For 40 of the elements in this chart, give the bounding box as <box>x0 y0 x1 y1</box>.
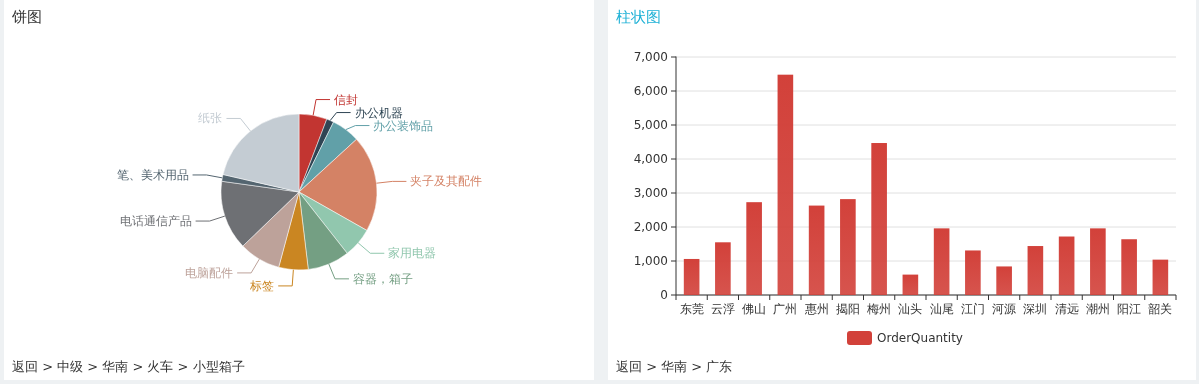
y-tick-label: 0 <box>660 288 668 302</box>
x-tick-label: 江门 <box>960 302 985 316</box>
x-tick-label: 河源 <box>992 302 1017 316</box>
x-tick-label: 汕头 <box>898 302 923 316</box>
slice-label: 办公机器 <box>354 105 403 120</box>
x-tick-label: 汕尾 <box>929 302 954 316</box>
slice-label: 标签 <box>249 278 275 293</box>
x-tick-label: 深圳 <box>1023 302 1048 316</box>
slice-label: 办公装饰品 <box>373 118 434 133</box>
slice-label: 笔、美术用品 <box>116 167 189 182</box>
y-tick-label: 4,000 <box>633 152 668 166</box>
y-tick-label: 5,000 <box>633 118 668 132</box>
x-tick-label: 潮州 <box>1085 302 1110 316</box>
y-tick-label: 3,000 <box>633 186 668 200</box>
x-tick-label: 清远 <box>1054 302 1079 316</box>
text: 返回 > 华南 > 广东 <box>616 359 733 374</box>
slice-label: 电话通信产品 <box>119 214 192 229</box>
x-tick-label: 云浮 <box>710 302 735 316</box>
slice-label: 夹子及其配件 <box>410 174 483 189</box>
x-tick-label: 惠州 <box>803 302 829 316</box>
x-tick-label: 梅州 <box>866 302 892 316</box>
chart-title: 饼图 <box>11 8 42 26</box>
y-tick-label: 1,000 <box>633 254 668 268</box>
x-tick-label: 揭阳 <box>835 302 860 316</box>
text: 返回 > 中级 > 华南 > 火车 > 小型箱子 <box>12 359 245 374</box>
x-tick-label: 东莞 <box>679 302 704 316</box>
y-tick-label: 7,000 <box>633 50 668 64</box>
slice-label: 信封 <box>334 92 359 107</box>
x-tick-label: 韶关 <box>1148 302 1173 316</box>
y-tick-label: 6,000 <box>633 84 668 98</box>
slice-label: 家用电器 <box>388 246 437 261</box>
slice-label: 纸张 <box>198 111 223 126</box>
x-tick-label: 佛山 <box>742 302 767 316</box>
y-tick-label: 2,000 <box>633 220 668 234</box>
slice-label: 容器，箱子 <box>352 271 413 286</box>
legend-label: OrderQuantity <box>877 331 963 345</box>
chart-title: 柱状图 <box>616 8 661 26</box>
slice-label: 电脑配件 <box>185 265 234 280</box>
x-tick-label: 阳江 <box>1117 302 1142 316</box>
x-tick-label: 广州 <box>773 302 798 316</box>
